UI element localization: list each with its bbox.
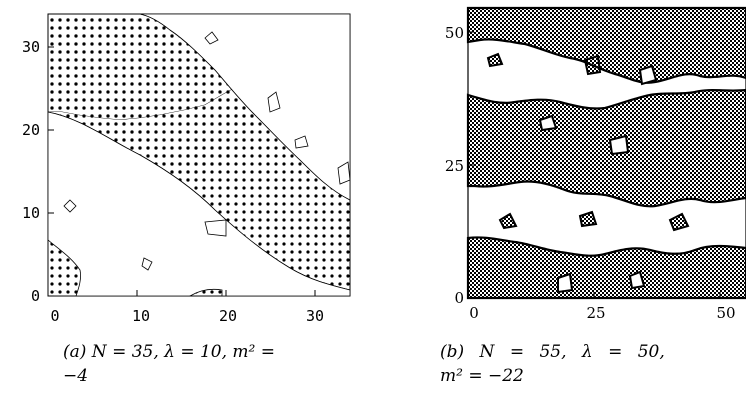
plot-area-b — [466, 6, 746, 300]
x-tick-label: 50 — [716, 304, 735, 322]
island — [583, 54, 602, 76]
dark-domain-bottom — [466, 236, 746, 300]
island — [294, 135, 309, 149]
y-tick-label: 25 — [445, 157, 464, 175]
plot-area-a — [47, 13, 351, 297]
y-tick-label: 0 — [454, 289, 464, 307]
island — [498, 212, 518, 230]
island — [141, 257, 153, 271]
island — [204, 31, 219, 45]
phase-plot-a: 0 10 20 30 0 10 20 30 — [22, 13, 351, 325]
phase-plot-b: 0 25 50 0 25 50 — [445, 6, 746, 322]
figure-panel-b: 0 25 50 0 25 50 (b) N = 55, λ = 50, m² =… — [430, 0, 746, 396]
island — [204, 219, 227, 237]
island — [337, 161, 351, 185]
caption-b-line2: m² = −22 — [440, 366, 524, 386]
y-tick-label: 50 — [445, 24, 464, 42]
island — [578, 210, 598, 228]
caption-a-line2: −4 — [63, 366, 89, 386]
island — [628, 270, 646, 290]
x-tick-labels-b: 0 25 50 — [469, 304, 735, 322]
y-tick-labels-a: 0 10 20 30 — [22, 38, 40, 305]
island — [486, 52, 504, 68]
axes-a — [47, 46, 316, 297]
y-tick-label: 0 — [31, 287, 40, 305]
caption-a: (a) N = 35, λ = 10, m² = −4 — [63, 340, 275, 388]
figure-panel-a: 0 10 20 30 0 10 20 30 (a) N = 35, λ = 10… — [0, 0, 370, 396]
blank-domain-top-right — [139, 13, 351, 201]
dotted-domain-bottom-strip — [188, 288, 223, 297]
island — [538, 114, 558, 132]
blank-domain-bottom-left — [47, 111, 351, 297]
x-tick-label: 25 — [586, 304, 605, 322]
x-tick-labels-a: 0 10 20 30 — [50, 307, 324, 325]
caption-b: (b) N = 55, λ = 50, m² = −22 — [440, 340, 665, 388]
island — [557, 272, 574, 294]
y-tick-label: 10 — [22, 204, 40, 222]
y-tick-label: 30 — [22, 38, 40, 56]
x-tick-label: 20 — [219, 307, 237, 325]
caption-a-line1: (a) N = 35, λ = 10, m² = — [63, 342, 276, 362]
y-tick-label: 20 — [22, 121, 40, 139]
island — [668, 212, 690, 232]
x-tick-label: 0 — [50, 307, 59, 325]
island — [608, 134, 630, 156]
caption-b-line1: (b) N = 55, λ = 50, — [440, 342, 665, 362]
island — [63, 199, 77, 213]
dark-domain-top — [466, 6, 746, 84]
island — [638, 64, 658, 86]
x-tick-label: 10 — [132, 307, 150, 325]
x-tick-label: 0 — [469, 304, 479, 322]
y-tick-labels-b: 0 25 50 — [445, 24, 464, 307]
dotted-domain-bottom-left — [47, 239, 81, 297]
x-tick-label: 30 — [306, 307, 324, 325]
island — [267, 91, 281, 113]
axes-b — [467, 31, 721, 299]
